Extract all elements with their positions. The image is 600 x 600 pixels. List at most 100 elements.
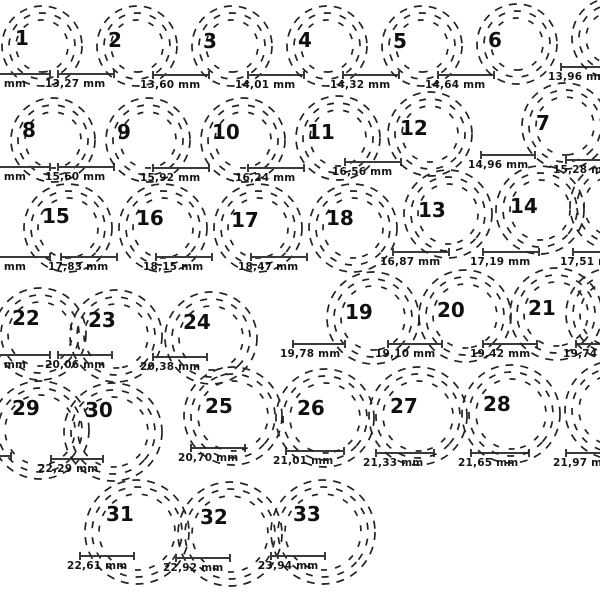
ring-measure-label: 17,19 mm <box>470 256 531 268</box>
ring-circle-arc <box>277 486 369 578</box>
ring-circle-arc <box>308 183 398 273</box>
ring-measure-line <box>50 455 104 463</box>
ring-circle-arc <box>375 373 461 459</box>
ring-circle-arc <box>395 19 449 73</box>
ring-number: 13 <box>418 198 446 222</box>
ring-number: 16 <box>136 206 164 230</box>
ring-number: 19 <box>345 300 373 324</box>
ring-number: 23 <box>88 308 116 332</box>
ring-circle-icon <box>183 366 283 466</box>
ring-circle-arc <box>207 104 279 176</box>
ring-number: 29 <box>12 396 40 420</box>
ring-circle-arc <box>403 169 493 259</box>
ring-circle-arc <box>388 12 456 80</box>
ring-number: 2 <box>108 28 122 52</box>
ring-measure-line <box>480 151 536 159</box>
ring-measure-line <box>0 351 51 359</box>
ring-circle-arc <box>565 268 600 360</box>
ring-circle-icon <box>286 5 368 87</box>
ring-circle-arc <box>535 96 595 156</box>
ring-number: 26 <box>297 396 325 420</box>
ring-circle-arc <box>461 364 561 464</box>
ring-circle-fragment-icon <box>569 163 600 249</box>
ring-circle-arc <box>103 12 171 80</box>
ring-circle-arc <box>77 396 149 468</box>
ring-circle-arc <box>96 5 178 87</box>
ring-measure-line <box>375 449 435 457</box>
ring-circle-arc <box>275 368 375 468</box>
ring-circle-arc <box>368 366 468 466</box>
ring-measure-label: 13,60 mm <box>140 79 201 91</box>
ring-number: 11 <box>307 120 335 144</box>
ring-circle-arc <box>579 281 600 347</box>
ring-circle-arc <box>198 12 266 80</box>
ring-circle-icon <box>84 479 190 585</box>
ring-measure-label: 20,38 mm <box>140 361 201 373</box>
ring-circle-arc <box>495 165 585 255</box>
ring-measure-label: mm <box>3 359 27 371</box>
ring-circle-arc <box>110 19 164 73</box>
ring-circle-arc <box>523 281 589 347</box>
ring-number: 3 <box>203 29 217 53</box>
ring-circle-arc <box>381 5 463 87</box>
ring-circle-arc <box>91 486 183 578</box>
ring-measure-label: 16,87 mm <box>380 256 441 268</box>
ring-circle-arc <box>125 190 201 266</box>
ring-circle-arc <box>205 19 259 73</box>
ring-circle-arc <box>171 298 251 378</box>
ring-circle-icon <box>96 5 178 87</box>
ring-number: 10 <box>212 120 240 144</box>
ring-measure-line <box>560 63 600 71</box>
ring-measure-label: 21,01 mm <box>273 455 334 467</box>
ring-circle-arc <box>521 82 600 170</box>
ring-measure-label: 15,60 mm <box>45 171 106 183</box>
ring-circle-arc <box>300 19 354 73</box>
ring-circle-arc <box>569 163 600 249</box>
ring-number: 22 <box>12 306 40 330</box>
ring-circle-icon <box>0 287 87 381</box>
ring-circle-arc <box>69 289 163 383</box>
ring-measure-line <box>0 452 12 460</box>
ring-measure-line <box>292 340 346 348</box>
ring-measure-label: 18,15 mm <box>143 261 204 273</box>
ring-measure-line <box>565 156 600 164</box>
ring-circle-arc <box>70 389 156 475</box>
ring-circle-icon <box>403 169 493 259</box>
ring-measure-label: 19,78 mm <box>280 348 341 360</box>
ring-measure-line <box>482 340 538 348</box>
ring-circle-arc <box>83 303 149 369</box>
ring-circle-icon <box>387 91 473 177</box>
ring-measure-label: 16,56 mm <box>332 166 393 178</box>
ring-measure-label: 21,65 mm <box>458 457 519 469</box>
ring-measure-label: 22,61 mm <box>67 560 128 572</box>
ring-circle-arc <box>177 481 283 587</box>
ring-circle-arc <box>432 283 498 349</box>
ring-measure-line <box>57 163 115 171</box>
ring-circle-icon <box>191 5 273 87</box>
ring-circle-arc <box>7 301 73 367</box>
ring-circle-arc <box>476 3 558 85</box>
ring-measure-label: 17,51 mm <box>560 256 600 268</box>
ring-measure-line <box>285 447 345 455</box>
ring-number: 25 <box>205 394 233 418</box>
ring-measure-line <box>57 70 115 78</box>
ring-measure-line <box>344 158 402 166</box>
ring-circle-icon <box>461 364 561 464</box>
ring-circle-icon <box>69 289 163 383</box>
ring-circle-arc <box>0 287 87 381</box>
ring-circle-arc <box>200 97 286 183</box>
ring-measure-line <box>565 449 600 457</box>
ring-circle-arc <box>183 366 283 466</box>
ring-circle-icon <box>200 97 286 183</box>
ring-circle-arc <box>502 172 578 248</box>
ring-circle-arc <box>340 285 406 351</box>
ring-measure-label: 13,27 mm <box>45 78 106 90</box>
ring-circle-arc <box>24 111 82 169</box>
ring-measure-line <box>250 253 308 261</box>
ring-measure-label: 14,32 mm <box>330 79 391 91</box>
ring-circle-arc <box>270 479 376 585</box>
ring-circle-fragment-icon <box>571 0 600 78</box>
ring-circle-arc <box>184 488 276 580</box>
ring-measure-line <box>387 340 443 348</box>
ring-circle-arc <box>295 95 381 181</box>
